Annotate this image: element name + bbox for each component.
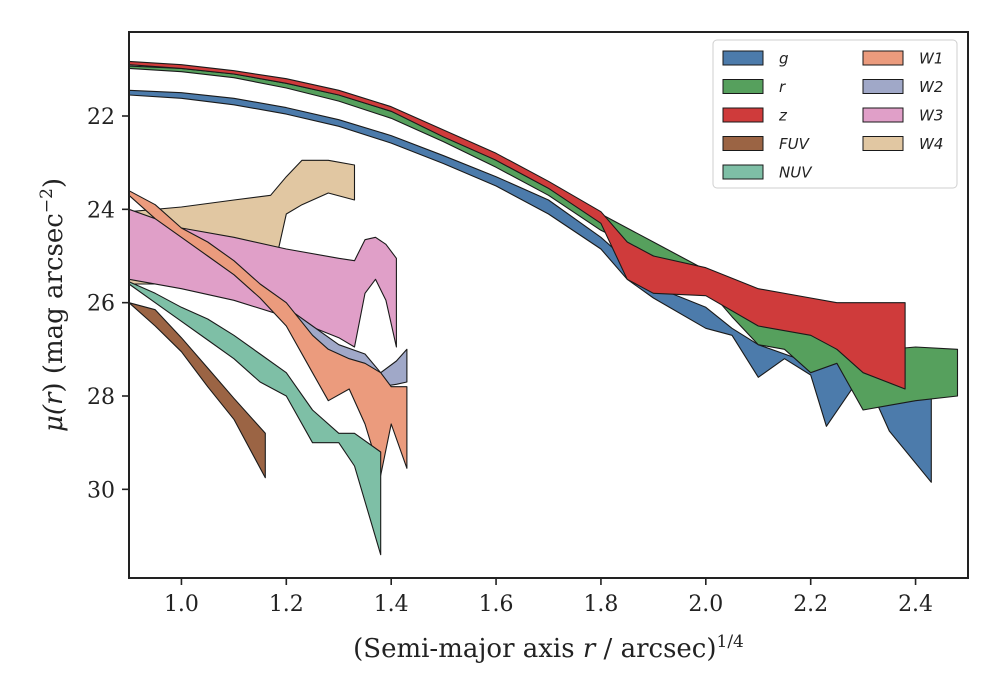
series-band-nuv — [128, 281, 382, 556]
y-axis-label: μ(r) (mag arcsec−2) — [37, 178, 69, 432]
legend-swatch-nuv — [722, 164, 764, 180]
x-tick-label: 1.6 — [479, 592, 514, 617]
legend-label-z: z — [778, 107, 788, 125]
x-tick-label: 2.2 — [793, 592, 828, 617]
series-band-fuv — [128, 302, 266, 479]
y-tick-label: 26 — [87, 292, 115, 317]
series-band-g — [128, 89, 932, 483]
x-tick-label: 2.4 — [898, 592, 933, 617]
legend: grz FUV NUV W1 W2 W3 W4 — [712, 39, 958, 189]
y-tick-label: 30 — [87, 478, 115, 503]
legend-label-w4: W4 — [919, 135, 943, 153]
legend-swatch-g — [722, 50, 764, 66]
legend-swatch-r — [722, 79, 764, 94]
y-tick-label: 24 — [87, 198, 115, 223]
plot-frame — [128, 31, 969, 579]
legend-label-w1: W1 — [919, 50, 943, 68]
x-tick-label: 1.4 — [374, 592, 409, 617]
series-band-z — [128, 60, 906, 390]
legend-swatch-w2 — [862, 79, 904, 94]
x-tick-label: 2.0 — [688, 592, 723, 617]
legend-label-r: r — [779, 78, 786, 96]
legend-swatch-fuv — [722, 136, 764, 151]
legend-label-w2: W2 — [919, 78, 943, 96]
x-axis-label: (Semi-major axis r / arcsec)1/4 — [353, 632, 744, 664]
x-axis: 1.0 1.2 1.4 1.6 1.8 2.0 2.2 2.4 — [164, 578, 933, 617]
legend-label-fuv: FUV — [779, 135, 811, 153]
series-layer — [128, 60, 959, 556]
legend-swatch-z — [722, 107, 764, 123]
series-band-w1 — [128, 190, 408, 476]
legend-label-g: g — [779, 50, 789, 68]
y-tick-label: 28 — [87, 385, 115, 410]
x-tick-label: 1.2 — [269, 592, 304, 617]
legend-label-nuv: NUV — [779, 164, 813, 182]
legend-label-w3: W3 — [919, 107, 943, 125]
y-tick-label: 22 — [87, 105, 115, 130]
legend-swatch-w3 — [862, 107, 904, 123]
legend-swatch-w1 — [862, 50, 904, 66]
y-axis: 22 24 26 28 30 — [87, 105, 129, 503]
x-tick-label: 1.8 — [583, 592, 618, 617]
legend-swatch-w4 — [862, 136, 904, 151]
x-tick-label: 1.0 — [164, 592, 199, 617]
